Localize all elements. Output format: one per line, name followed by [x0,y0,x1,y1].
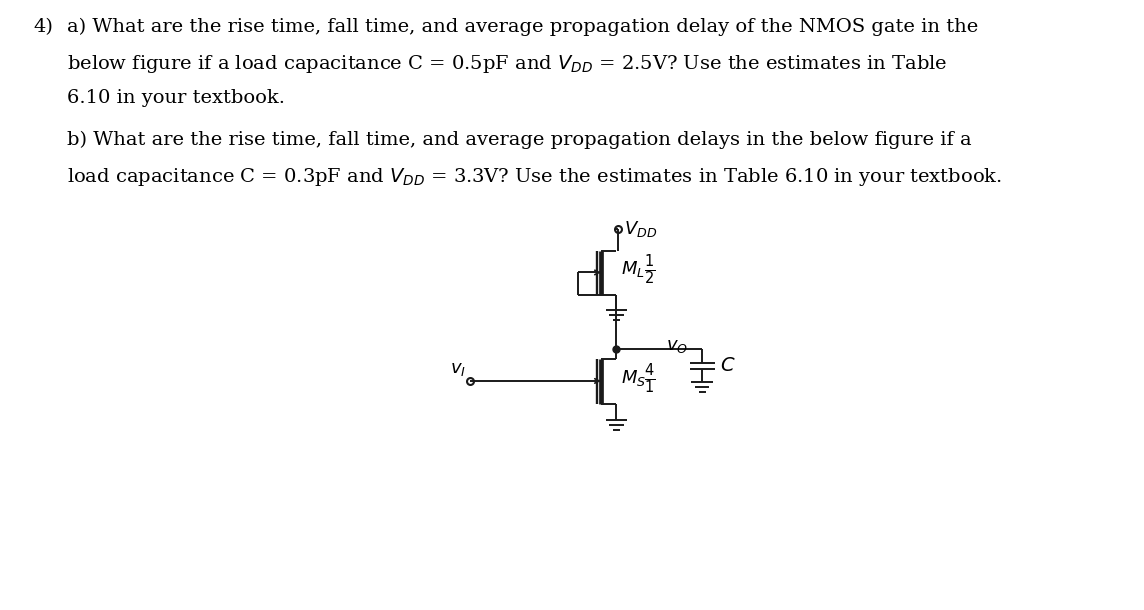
Text: $M_S$: $M_S$ [621,368,646,388]
Text: below figure if a load capacitance C = 0.5pF and $V_{DD}$ = 2.5V? Use the estima: below figure if a load capacitance C = 0… [67,54,947,76]
Text: $C$: $C$ [721,357,736,375]
Text: 4): 4) [33,18,53,36]
Text: load capacitance C = 0.3pF and $V_{DD}$ = 3.3V? Use the estimates in Table 6.10 : load capacitance C = 0.3pF and $V_{DD}$ … [67,166,1002,188]
Text: a) What are the rise time, fall time, and average propagation delay of the NMOS : a) What are the rise time, fall time, an… [67,18,978,36]
Text: $M_L$: $M_L$ [621,259,645,279]
Text: b) What are the rise time, fall time, and average propagation delays in the belo: b) What are the rise time, fall time, an… [67,131,972,149]
Text: $\frac{1}{2}$: $\frac{1}{2}$ [644,253,654,287]
Text: 6.10 in your textbook.: 6.10 in your textbook. [67,89,285,107]
Text: $v_I$: $v_I$ [450,360,466,378]
Text: $\frac{4}{1}$: $\frac{4}{1}$ [644,361,654,396]
Text: $v_O$: $v_O$ [666,337,689,356]
Text: $V_{DD}$: $V_{DD}$ [623,219,657,239]
